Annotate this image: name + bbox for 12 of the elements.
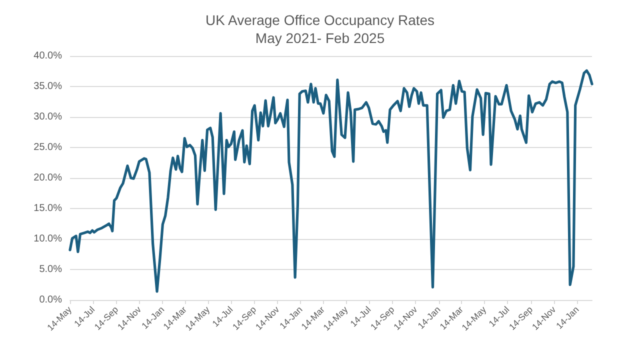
chart-title: UK Average Office Occupancy Rates bbox=[205, 12, 435, 28]
y-tick-label: 30.0% bbox=[34, 112, 62, 122]
y-tick-label: 25.0% bbox=[34, 142, 62, 153]
y-tick-label: 15.0% bbox=[34, 203, 62, 214]
line-series bbox=[68, 69, 594, 293]
y-tick-label: 10.0% bbox=[34, 234, 62, 244]
y-tick-label: 0.0% bbox=[39, 294, 62, 306]
y-tick-label: 40.0% bbox=[34, 50, 62, 62]
y-tick-label: 35.0% bbox=[34, 81, 62, 92]
chart-subtitle: May 2021- Feb 2025 bbox=[255, 30, 385, 46]
y-tick-label: 20.0% bbox=[34, 172, 62, 184]
y-tick-label: 5.0% bbox=[39, 264, 62, 275]
